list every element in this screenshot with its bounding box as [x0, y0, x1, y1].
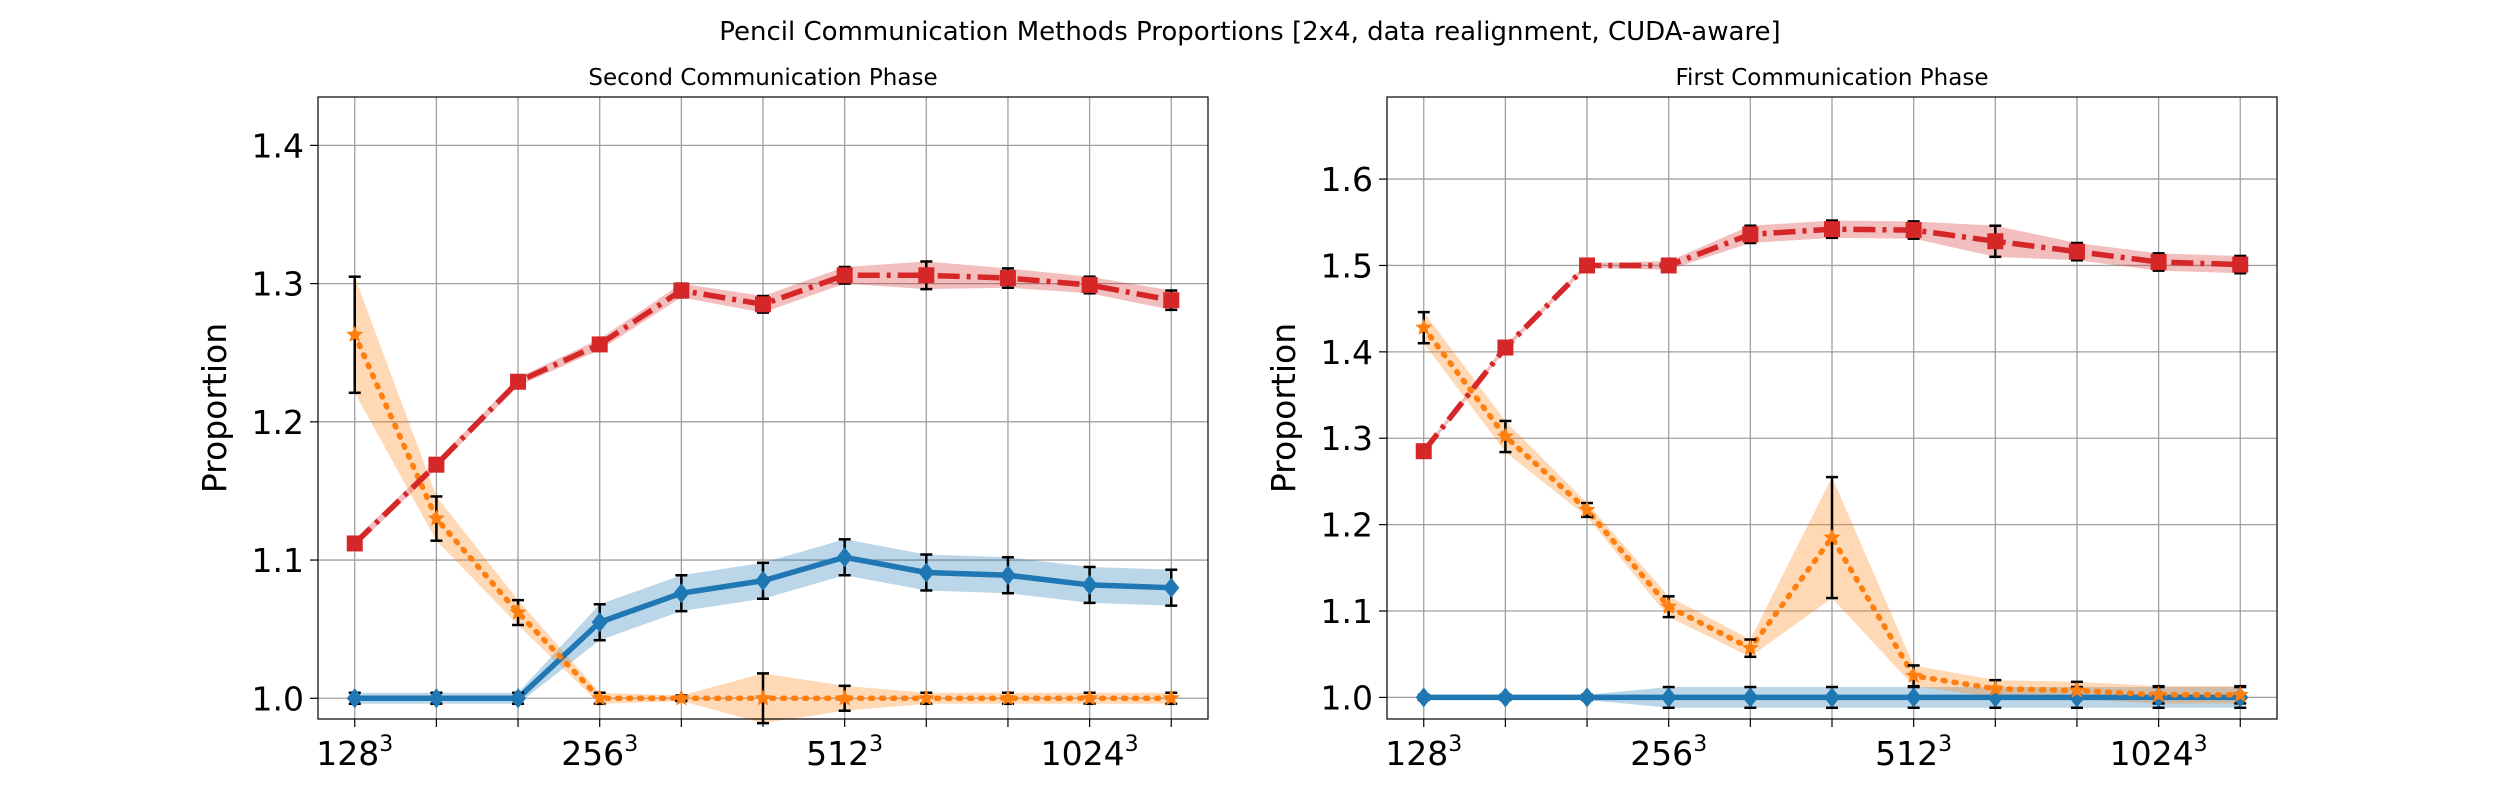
data-point-diamond — [428, 688, 445, 709]
data-point-square — [2232, 256, 2249, 273]
data-point-diamond — [1905, 687, 1922, 708]
data-point-square — [2068, 243, 2085, 260]
y-tick-label: 1.1 — [252, 541, 304, 580]
data-point-square — [1905, 222, 1922, 239]
data-point-square — [2150, 254, 2167, 271]
y-axis-label: Proportion — [195, 323, 234, 493]
y-tick-label: 1.6 — [1321, 160, 1373, 199]
data-point-diamond — [510, 688, 527, 709]
data-point-star — [509, 603, 527, 620]
data-point-diamond — [1742, 687, 1759, 708]
data-point-square — [1415, 443, 1432, 460]
data-point-square — [510, 373, 527, 390]
data-point-square — [346, 535, 363, 552]
data-point-star — [2068, 681, 2086, 698]
data-point-diamond — [836, 547, 853, 568]
data-point-diamond — [918, 562, 935, 583]
series-line — [1420, 324, 2244, 698]
data-point-star — [917, 689, 935, 706]
data-point-square — [1081, 276, 1098, 293]
y-tick-label: 1.2 — [1321, 506, 1373, 545]
data-point-square — [1163, 292, 1180, 309]
data-point-diamond — [999, 565, 1016, 586]
y-tick-label: 1.1 — [1321, 592, 1373, 631]
y-tick-label: 1.0 — [1321, 678, 1373, 717]
data-point-diamond — [2068, 687, 2085, 708]
data-point-star — [672, 689, 690, 706]
data-point-square — [1742, 226, 1759, 243]
figure-suptitle: Pencil Communication Methods Proportions… — [719, 17, 1780, 47]
x-tick-label: 10243 — [1041, 732, 1139, 773]
x-tick-label: 10243 — [2110, 732, 2208, 773]
data-point-star — [1741, 639, 1759, 656]
data-point-diamond — [591, 612, 608, 633]
data-point-square — [836, 267, 853, 284]
data-point-diamond — [1579, 687, 1596, 708]
data-point-square — [428, 456, 445, 473]
data-point-star — [346, 325, 364, 343]
data-point-diamond — [346, 688, 363, 709]
data-point-star — [1986, 679, 2004, 697]
data-point-diamond — [1415, 687, 1432, 708]
data-point-diamond — [1497, 687, 1514, 708]
data-point-star — [754, 689, 772, 706]
data-point-diamond — [1081, 574, 1098, 595]
data-point-square — [1824, 221, 1840, 238]
data-point-star — [999, 689, 1017, 706]
data-point-star — [1081, 689, 1099, 706]
y-tick-label: 1.3 — [1321, 419, 1373, 458]
data-point-square — [1579, 257, 1596, 274]
data-point-star — [591, 689, 609, 706]
y-tick-label: 1.3 — [252, 265, 304, 304]
x-tick-label: 1283 — [316, 732, 393, 773]
chart-title: First Communication Phase — [1676, 65, 1989, 91]
data-point-star — [1660, 597, 1678, 614]
x-tick-label: 2563 — [561, 732, 638, 773]
y-tick-label: 1.0 — [252, 679, 304, 718]
data-point-square — [999, 270, 1016, 287]
data-point-star — [1162, 689, 1180, 706]
data-point-diamond — [673, 583, 690, 604]
data-point-square — [1497, 339, 1514, 356]
data-point-square — [591, 336, 608, 353]
data-point-square — [1660, 257, 1677, 274]
data-point-square — [673, 282, 690, 299]
data-point-diamond — [755, 570, 771, 591]
chart-first-communication-phase: 1.0 1.1 1.2 1.3 1.4 1.5 1.6 1283 2563 5123 10243 F… — [1264, 65, 2278, 773]
data-point-star — [1823, 528, 1841, 545]
data-point-star — [836, 689, 854, 706]
y-axis-label: Proportion — [1264, 323, 1303, 493]
y-tick-label: 1.4 — [252, 126, 304, 165]
x-tick-label: 1283 — [1385, 732, 1462, 773]
data-point-star — [427, 509, 445, 526]
data-point-star — [1905, 666, 1923, 684]
y-tick-label: 1.5 — [1321, 246, 1373, 285]
data-point-square — [755, 296, 771, 313]
y-tick-label: 1.2 — [252, 403, 304, 442]
chart-title: Second Communication Phase — [588, 65, 937, 91]
data-point-star — [2231, 685, 2249, 703]
x-tick-label: 5123 — [1875, 732, 1952, 773]
data-point-diamond — [1660, 687, 1677, 708]
data-point-square — [918, 267, 935, 284]
data-point-diamond — [1824, 687, 1840, 708]
chart-second-communication-phase: 1.0 1.1 1.2 1.3 1.4 1283 2563 5123 10243 Second … — [195, 65, 1209, 773]
data-point-star — [1578, 500, 1596, 518]
x-tick-label: 2563 — [1630, 732, 1707, 773]
x-tick-label: 5123 — [806, 732, 883, 773]
data-point-star — [2150, 685, 2168, 703]
data-point-diamond — [1163, 577, 1180, 598]
y-tick-label: 1.4 — [1321, 333, 1373, 372]
data-point-square — [1987, 233, 2004, 250]
data-point-star — [1415, 318, 1433, 335]
data-point-star — [1496, 427, 1514, 444]
